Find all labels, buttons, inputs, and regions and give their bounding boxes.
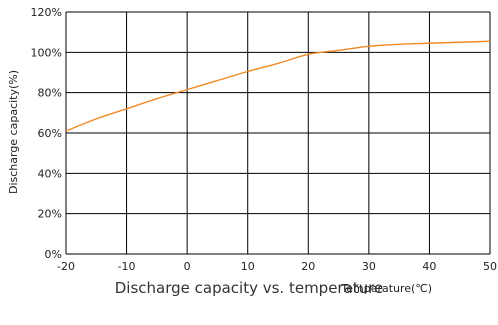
y-tick-label: 20% xyxy=(38,208,62,221)
x-tick-label: 40 xyxy=(422,260,436,273)
x-tick-label: -20 xyxy=(57,260,75,273)
x-tick-label: 50 xyxy=(483,260,497,273)
chart-caption: Discharge capacity vs. temperature xyxy=(114,279,384,297)
tick-labels: 0% 20% 40% 60% 80% 100% 120% -20 -10 0 10 20 30 40 50 xyxy=(31,6,497,273)
x-tick-label: -10 xyxy=(118,260,136,273)
y-tick-label: 120% xyxy=(31,6,62,19)
y-tick-label: 0% xyxy=(45,248,62,261)
x-tick-label: 10 xyxy=(241,260,255,273)
y-tick-label: 80% xyxy=(38,87,62,100)
x-axis-label: Temperature(℃) xyxy=(340,282,432,295)
x-tick-label: 0 xyxy=(184,260,191,273)
series-layer xyxy=(65,40,491,132)
x-tick-label: 20 xyxy=(301,260,315,273)
y-tick-label: 100% xyxy=(31,46,62,59)
y-axis-label: Discharge capacity(%) xyxy=(7,70,20,194)
y-tick-label: 40% xyxy=(38,167,62,180)
grid xyxy=(65,11,491,255)
x-tick-label: 30 xyxy=(362,260,376,273)
y-tick-label: 60% xyxy=(38,127,62,140)
discharge-capacity-chart: 0%20%40%60%80%100%120%-20 -10 0 10 20 30 40 50 … xyxy=(7,6,497,295)
series-line xyxy=(65,40,491,132)
